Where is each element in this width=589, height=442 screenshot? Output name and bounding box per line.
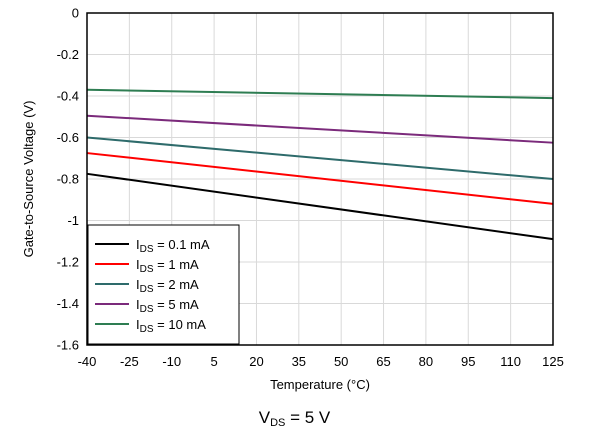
legend-label: IDS = 5 mA (136, 297, 199, 315)
y-tick-label: -0.6 (57, 130, 79, 145)
x-axis-ticks: -40 -25 -10 5 20 35 50 65 80 95 110 125 (78, 354, 564, 369)
test-condition-caption: VDS = 5 V (0, 408, 589, 429)
legend-label-value: = 5 mA (154, 297, 199, 312)
legend-label: IDS = 10 mA (136, 317, 206, 335)
y-tick-label: -0.2 (57, 47, 79, 62)
legend-label-value: = 1 mA (154, 257, 199, 272)
legend-label: IDS = 1 mA (136, 257, 199, 275)
legend-label-main: I (136, 237, 140, 252)
caption-rest: = 5 V (285, 408, 331, 427)
y-tick-label: -1.4 (57, 296, 79, 311)
x-tick-label: -40 (78, 354, 97, 369)
plot-area-frame (86, 12, 554, 346)
legend-label-main: I (136, 297, 140, 312)
series-line (86, 172, 554, 241)
x-tick-label: 35 (292, 354, 306, 369)
legend-label-subscript: DS (140, 244, 154, 255)
series-line (86, 88, 554, 100)
series-lines (86, 88, 554, 241)
x-tick-label: -25 (120, 354, 139, 369)
y-tick-label: -0.8 (57, 172, 79, 187)
series-line (86, 114, 554, 144)
y-axis-title: Gate-to-Source Voltage (V) (21, 101, 36, 258)
y-tick-label: -1.6 (57, 338, 79, 353)
y-tick-label: -0.4 (57, 89, 79, 104)
legend-label-main: I (136, 277, 140, 292)
x-tick-label: -10 (162, 354, 181, 369)
y-axis-ticks: 0 -0.2 -0.4 -0.6 -0.8 -1 -1.2 -1.4 -1.6 (57, 6, 79, 353)
x-tick-label: 110 (500, 354, 521, 369)
legend-label-main: I (136, 317, 140, 332)
legend-label-subscript: DS (140, 324, 154, 335)
x-tick-label: 80 (419, 354, 433, 369)
legend-label: IDS = 0.1 mA (136, 237, 210, 255)
gate-voltage-vs-temperature-chart: 0 -0.2 -0.4 -0.6 -0.8 -1 -1.2 -1.4 -1.6 -40 -25 -1… (21, 6, 564, 393)
legend-label-subscript: DS (140, 264, 154, 275)
y-tick-label: -1.2 (57, 255, 79, 270)
x-tick-label: 65 (376, 354, 390, 369)
legend-label-value: = 2 mA (154, 277, 199, 292)
legend-label-subscript: DS (140, 304, 154, 315)
x-tick-label: 125 (542, 354, 564, 369)
legend-label: IDS = 2 mA (136, 277, 199, 295)
x-axis-title: Temperature (°C) (270, 377, 370, 392)
x-tick-label: 5 (210, 354, 217, 369)
x-tick-label: 50 (334, 354, 348, 369)
x-tick-label: 95 (461, 354, 475, 369)
y-tick-label: -1 (67, 213, 79, 228)
legend-label-value: = 0.1 mA (154, 237, 210, 252)
legend-label-value: = 10 mA (154, 317, 207, 332)
caption-subscript: DS (270, 417, 286, 429)
series-line (86, 152, 554, 205)
caption-main: V (258, 408, 271, 427)
y-tick-label: 0 (72, 6, 79, 21)
legend-label-subscript: DS (140, 284, 154, 295)
series-line (86, 136, 554, 180)
legend-label-main: I (136, 257, 140, 272)
x-tick-label: 20 (249, 354, 263, 369)
